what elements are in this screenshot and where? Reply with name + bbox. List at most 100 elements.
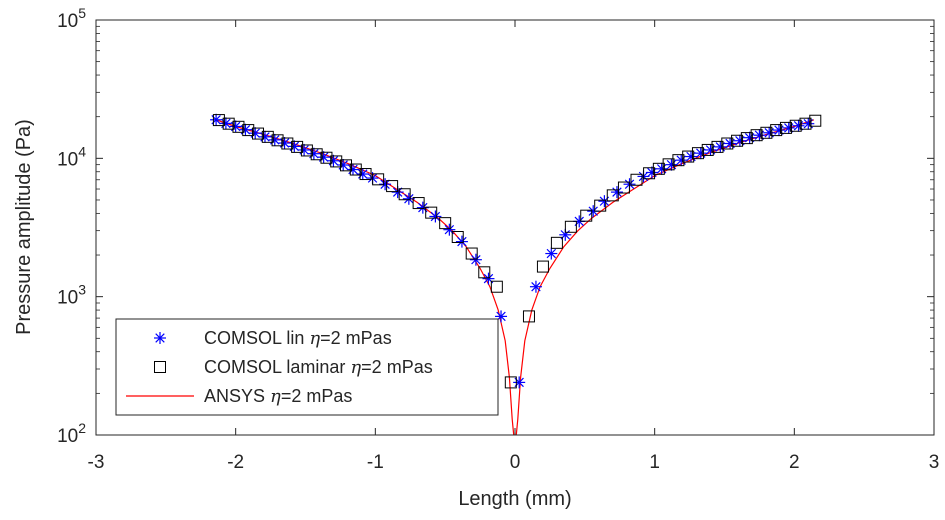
data-point — [219, 117, 232, 130]
legend: COMSOL lin η=2 mPas COMSOL laminar η=2 mP… — [115, 318, 499, 416]
data-point — [210, 113, 223, 126]
data-point — [349, 163, 362, 176]
data-point — [610, 186, 623, 199]
data-point — [617, 181, 630, 194]
data-point — [550, 236, 563, 249]
data-point — [239, 123, 252, 136]
data-point — [229, 120, 242, 133]
legend-box — [115, 318, 499, 416]
data-point — [386, 180, 399, 193]
data-point — [740, 132, 753, 145]
data-point — [799, 117, 812, 130]
data-point — [478, 266, 491, 279]
data-point — [300, 144, 313, 157]
data-point — [439, 217, 452, 230]
data-point — [792, 119, 805, 132]
data-point — [731, 134, 744, 147]
data-point — [222, 117, 235, 130]
data-point — [402, 192, 415, 205]
data-point — [721, 137, 734, 150]
data-point — [451, 230, 464, 243]
x-axis-label: Length (mm) — [458, 488, 571, 510]
axes: -3 -2 -1 0 1 2 3 102 103 104 105 — [57, 5, 939, 473]
data-point — [252, 127, 265, 140]
data-point — [330, 155, 343, 168]
legend-entry-label: ANSYS η=2 mPas — [204, 386, 352, 407]
data-point — [545, 247, 558, 260]
data-point — [643, 167, 656, 180]
legend-entry-label: COMSOL laminar η=2 mPas — [204, 357, 433, 378]
data-point — [425, 206, 438, 219]
x-tick-label: -3 — [88, 452, 105, 473]
data-point — [743, 131, 756, 144]
data-point — [652, 162, 665, 175]
data-point — [504, 376, 517, 389]
data-point — [606, 189, 619, 202]
data-point — [763, 126, 776, 139]
data-point — [455, 235, 468, 248]
x-tick-label: 2 — [789, 452, 800, 473]
data-point — [701, 143, 714, 156]
data-point — [760, 126, 773, 139]
data-point — [281, 137, 294, 150]
data-point — [443, 223, 456, 236]
data-point — [694, 147, 707, 160]
x-tick-label: -2 — [227, 452, 244, 473]
data-point — [809, 114, 822, 127]
data-point — [672, 154, 685, 167]
data-point — [750, 129, 763, 142]
data-point — [789, 119, 802, 132]
data-point — [242, 124, 255, 137]
y-tick-label: 102 — [57, 420, 86, 447]
data-point — [724, 137, 737, 150]
data-point — [630, 173, 643, 186]
data-point — [288, 140, 301, 153]
data-point — [212, 114, 225, 127]
data-point — [490, 280, 503, 293]
y-tick-label: 105 — [57, 5, 86, 32]
data-point — [359, 168, 372, 181]
data-point — [580, 209, 593, 222]
data-point — [258, 130, 271, 143]
data-point — [278, 137, 291, 150]
data-point — [770, 124, 783, 137]
y-tick-label: 103 — [57, 282, 86, 309]
data-point — [711, 140, 724, 153]
data-point — [416, 201, 429, 214]
data-point — [782, 121, 795, 134]
data-point — [268, 133, 281, 146]
data-point — [291, 140, 304, 153]
data-point — [691, 147, 704, 160]
data-point — [513, 376, 526, 389]
x-tick-label: 1 — [649, 452, 660, 473]
data-point — [320, 151, 333, 164]
data-point — [536, 260, 549, 273]
series-comsol-laminar — [212, 114, 822, 389]
data-point — [753, 129, 766, 142]
data-point — [261, 130, 274, 143]
data-point — [307, 147, 320, 160]
data-point — [271, 134, 284, 147]
data-point — [232, 120, 245, 133]
data-point — [733, 134, 746, 147]
data-point — [662, 158, 675, 171]
data-point — [412, 197, 425, 210]
data-point — [310, 148, 323, 161]
legend-swatch-marker — [154, 332, 166, 344]
data-point — [465, 247, 478, 260]
data-point — [772, 124, 785, 137]
data-point — [340, 159, 353, 172]
data-point — [529, 280, 542, 293]
data-point — [398, 188, 411, 201]
data-point — [429, 210, 442, 223]
data-point — [704, 143, 717, 156]
legend-swatch-marker — [154, 361, 166, 373]
y-tick-label: 104 — [57, 143, 86, 170]
data-point — [482, 272, 495, 285]
legend-entry-label: COMSOL lin η=2 mPas — [204, 328, 392, 349]
y-axis-label: Pressure amplitude (Pa) — [13, 119, 35, 335]
data-point — [802, 117, 815, 130]
x-tick-label: -1 — [367, 452, 384, 473]
data-layer — [210, 113, 822, 435]
